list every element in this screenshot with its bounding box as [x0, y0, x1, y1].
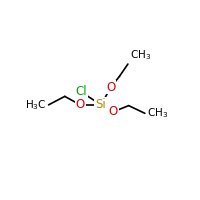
Text: Cl: Cl	[75, 85, 87, 98]
Text: O: O	[106, 81, 116, 94]
Text: CH$_3$: CH$_3$	[130, 48, 151, 62]
Text: Si: Si	[96, 98, 106, 111]
Text: H$_3$C: H$_3$C	[25, 98, 46, 112]
Text: CH$_3$: CH$_3$	[147, 106, 168, 120]
Text: O: O	[109, 105, 118, 118]
Text: O: O	[76, 98, 85, 111]
